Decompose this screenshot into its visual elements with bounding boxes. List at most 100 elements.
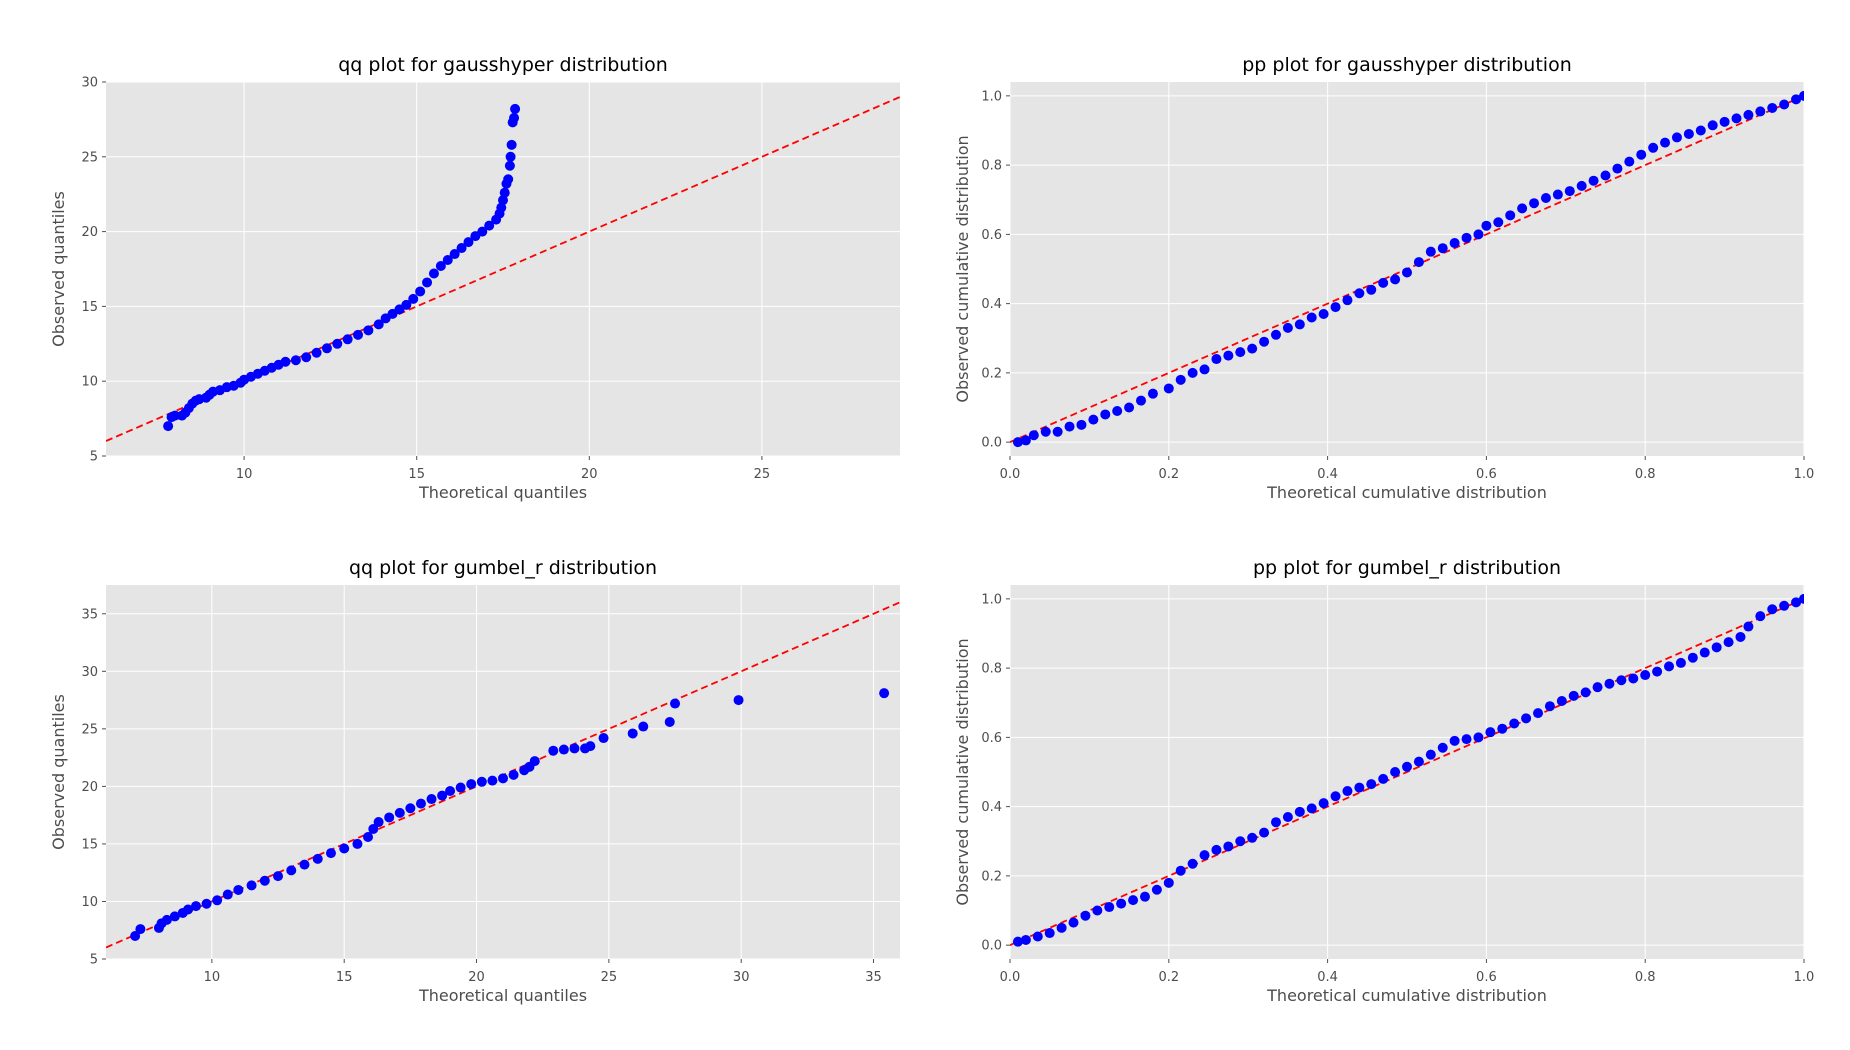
data-point (1497, 723, 1508, 734)
data-point (170, 410, 181, 421)
y-tick-label: 0.0 (981, 939, 1002, 954)
data-point (1211, 844, 1222, 855)
x-tick-label: 0.8 (1635, 970, 1656, 985)
data-point (1580, 687, 1591, 698)
data-point (1028, 430, 1039, 441)
data-point (1247, 343, 1258, 354)
x-axis-label: Theoretical cumulative distribution (1266, 483, 1547, 502)
data-point (422, 277, 433, 288)
x-tick-label: 0.6 (1476, 467, 1497, 482)
data-point (1306, 803, 1317, 814)
data-point (627, 728, 638, 739)
data-point (1695, 125, 1706, 136)
data-point (1306, 312, 1317, 323)
data-point (509, 112, 520, 123)
y-tick-label: 30 (81, 665, 98, 680)
data-point (312, 853, 323, 864)
data-point (585, 741, 596, 752)
data-point (1012, 437, 1023, 448)
data-point (1020, 435, 1031, 446)
data-point (332, 338, 343, 349)
data-point (352, 838, 363, 849)
data-point (1481, 220, 1492, 231)
data-point (1390, 274, 1401, 285)
data-point (1294, 806, 1305, 817)
data-point (1437, 742, 1448, 753)
data-point (415, 286, 426, 297)
data-point (405, 803, 416, 814)
data-point (1187, 858, 1198, 869)
data-point (558, 744, 569, 755)
data-point (1235, 347, 1246, 358)
data-point (428, 268, 439, 279)
data-point (1044, 928, 1055, 939)
y-tick-label: 20 (81, 780, 98, 795)
data-point (1660, 137, 1671, 148)
x-tick-label: 0.4 (1317, 467, 1338, 482)
data-point (1723, 637, 1734, 648)
data-point (353, 329, 364, 340)
data-point (455, 782, 466, 793)
reference-line (1010, 598, 1804, 946)
data-point (484, 220, 495, 231)
data-point (321, 343, 332, 354)
data-point (569, 743, 580, 754)
x-tick-label: 0.2 (1158, 970, 1179, 985)
x-tick-label: 25 (754, 467, 771, 482)
data-point (1707, 120, 1718, 131)
data-point (1755, 106, 1766, 117)
x-tick-label: 0.8 (1635, 467, 1656, 482)
data-point (498, 773, 508, 784)
data-point (1493, 217, 1504, 228)
data-point (1052, 426, 1063, 437)
data-point (1282, 812, 1293, 823)
data-point (496, 202, 507, 213)
data-point (1366, 284, 1377, 295)
chart-panel-1: 10 15 20 25 5 10 15 20 25 30 qq plot for gausshype… (49, 54, 900, 502)
data-point (1743, 109, 1754, 120)
data-point (415, 798, 426, 809)
data-point (1425, 246, 1436, 257)
data-point (1187, 367, 1198, 378)
data-point (1104, 902, 1115, 913)
data-point (368, 823, 379, 834)
data-point (598, 733, 609, 744)
y-tick-label: 35 (81, 607, 98, 622)
data-point (477, 226, 488, 237)
x-tick-label: 20 (468, 970, 485, 985)
data-point (1576, 180, 1587, 191)
y-axis-label: Observed quantiles (49, 191, 68, 347)
data-point (394, 807, 405, 818)
data-point (1485, 727, 1496, 738)
data-point (1068, 917, 1079, 928)
data-point (1425, 749, 1436, 760)
x-tick-label: 10 (204, 970, 221, 985)
y-tick-label: 5 (90, 953, 98, 968)
data-point (1437, 243, 1448, 254)
data-point (163, 421, 174, 432)
y-tick-label: 0.2 (981, 869, 1002, 884)
data-point (1612, 163, 1623, 174)
data-point (1112, 405, 1123, 416)
data-series (1012, 90, 1804, 448)
data-point (435, 261, 446, 272)
data-point (1211, 354, 1222, 365)
x-tick-label: 15 (336, 970, 353, 985)
data-point (1040, 426, 1051, 437)
data-point (1799, 593, 1804, 604)
x-tick-label: 0.4 (1317, 970, 1338, 985)
y-tick-label: 10 (81, 895, 98, 910)
y-tick-label: 30 (81, 76, 98, 91)
data-point (505, 151, 516, 162)
data-point (342, 334, 353, 345)
data-point (1640, 670, 1651, 681)
chart-title: pp plot for gausshyper distribution (1242, 54, 1572, 76)
data-point (1032, 931, 1043, 942)
data-point (1100, 409, 1111, 420)
data-point (463, 237, 474, 248)
x-tick-label: 1.0 (1794, 970, 1815, 985)
chart-title: qq plot for gumbel_r distribution (349, 557, 657, 579)
data-point (664, 716, 675, 727)
data-point (670, 698, 681, 709)
